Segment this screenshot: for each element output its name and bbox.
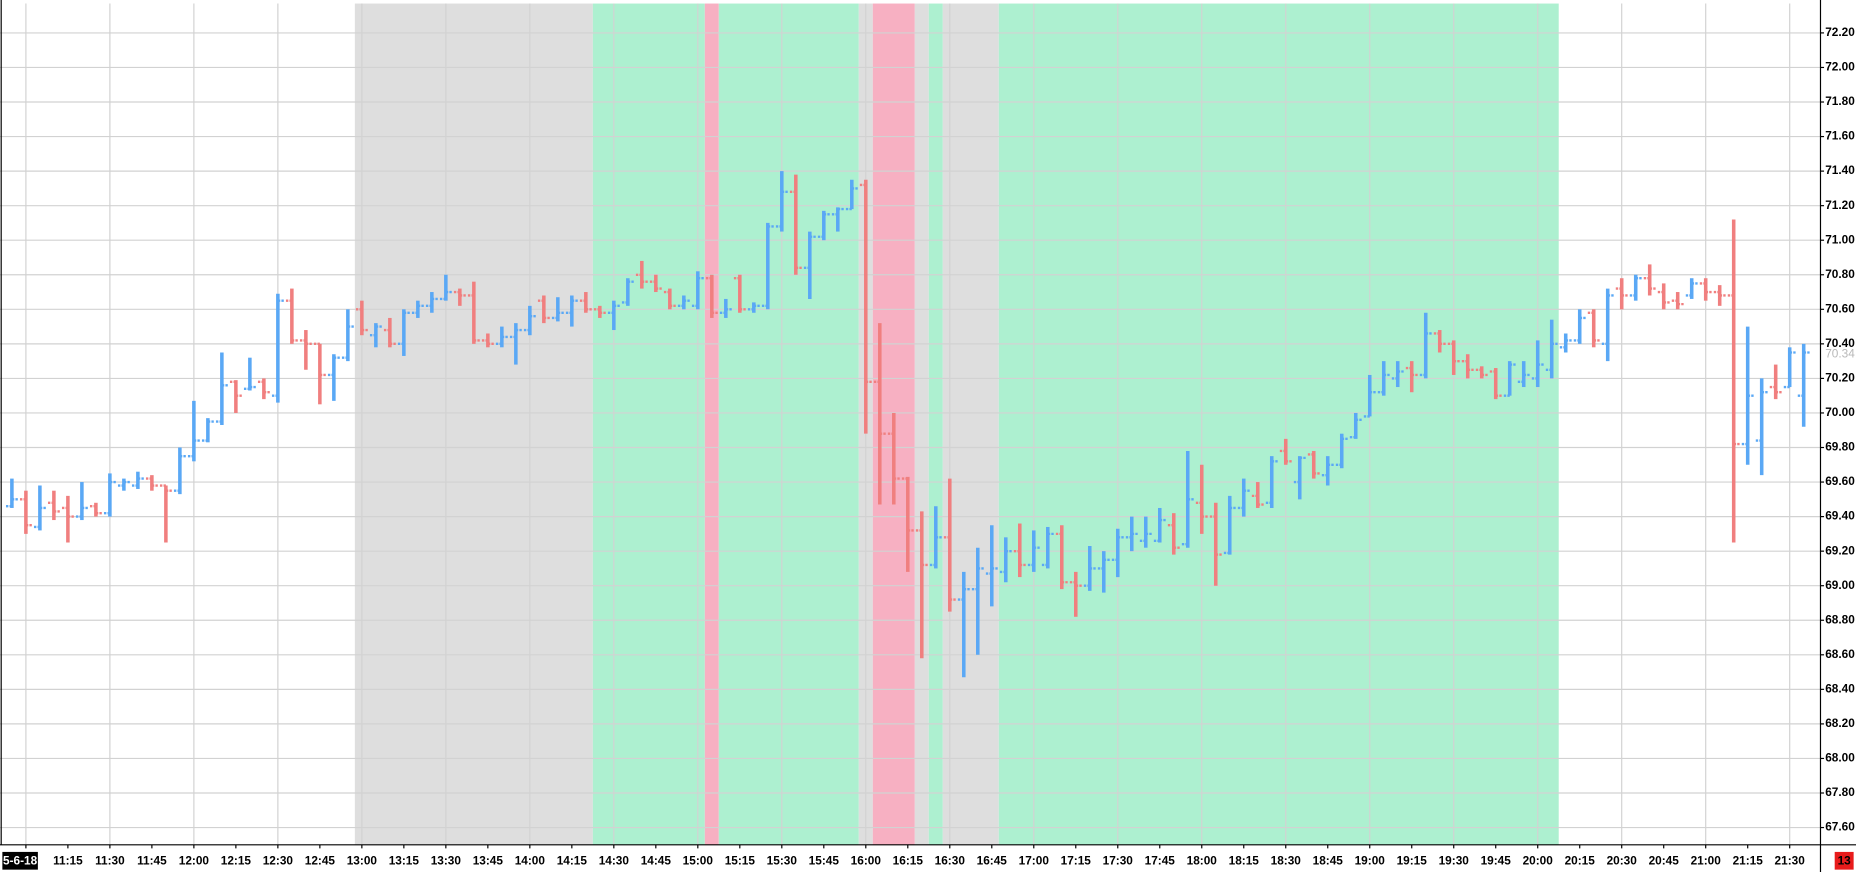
x-tick-label: 18:45 [1313, 853, 1344, 867]
x-tick-label: 21:00 [1691, 853, 1722, 867]
countdown-box [1834, 851, 1854, 870]
x-tick-label: 20:45 [1649, 853, 1680, 867]
x-tick-label: 17:45 [1145, 853, 1176, 867]
shaded-band [718, 3, 859, 845]
x-tick-label: 12:45 [305, 853, 336, 867]
y-tick-label: 72.00 [1825, 60, 1855, 74]
x-tick-label: 15:15 [725, 853, 756, 867]
y-tick-label: 70.00 [1825, 405, 1855, 419]
x-tick-label: 19:00 [1355, 853, 1386, 867]
shaded-band [704, 3, 719, 845]
y-tick-label: 70.20 [1825, 371, 1855, 385]
x-tick-label: 14:15 [557, 853, 588, 867]
x-tick-label: 19:15 [1397, 853, 1428, 867]
date-box [2, 851, 38, 870]
x-tick-label: 18:00 [1187, 853, 1218, 867]
x-tick-label: 16:30 [935, 853, 966, 867]
bars [5, 171, 1810, 678]
x-tick-label: 15:00 [683, 853, 714, 867]
shaded-band [914, 3, 929, 845]
y-tick-label: 71.60 [1825, 129, 1855, 143]
y-tick-label: 71.40 [1825, 163, 1855, 177]
x-tick-label: 21:15 [1733, 853, 1764, 867]
y-tick-label: 67.60 [1825, 820, 1855, 834]
y-tick-label: 71.00 [1825, 232, 1855, 246]
bar-countdown: 13 [1838, 853, 1852, 867]
x-tick-label: 12:00 [179, 853, 210, 867]
y-tick-label: 69.00 [1825, 578, 1855, 592]
x-tick-label: 14:30 [599, 853, 630, 867]
labels: 67.60 67.80 68.00 68.20 68.40 68.60 68.80 69.00… [2, 25, 1855, 870]
y-tick-label: 71.80 [1825, 94, 1855, 108]
x-tick-label: 12:30 [263, 853, 294, 867]
x-tick-label: 13:00 [347, 853, 378, 867]
shaded-band [354, 3, 593, 845]
y-tick-label: 68.20 [1825, 716, 1855, 730]
y-tick-label: 69.40 [1825, 509, 1855, 523]
x-tick-label: 19:30 [1439, 853, 1470, 867]
y-tick-label: 71.20 [1825, 198, 1855, 212]
x-tick-label: 18:15 [1229, 853, 1260, 867]
last-price-label: 70.34 [1825, 346, 1855, 360]
y-tick-label: 69.20 [1825, 543, 1855, 557]
y-tick-label: 68.80 [1825, 612, 1855, 626]
y-tick-label: 67.80 [1825, 785, 1855, 799]
y-tick-label: 69.80 [1825, 440, 1855, 454]
y-tick-label: 68.40 [1825, 681, 1855, 695]
shaded-band [928, 3, 943, 845]
x-tick-label: 14:45 [641, 853, 672, 867]
y-tick-label: 69.60 [1825, 474, 1855, 488]
x-tick-label: 13:15 [389, 853, 420, 867]
x-tick-label: 20:30 [1607, 853, 1638, 867]
x-tick-label: 12:15 [221, 853, 252, 867]
x-tick-label: 16:15 [893, 853, 924, 867]
x-tick-label: 13:45 [473, 853, 504, 867]
x-tick-label: 19:45 [1481, 853, 1512, 867]
x-tick-label: 11:45 [137, 853, 167, 867]
x-tick-label: 16:00 [851, 853, 882, 867]
shaded-band [592, 3, 705, 845]
x-tick-label: 17:15 [1061, 853, 1092, 867]
x-tick-label: 15:30 [767, 853, 798, 867]
y-tick-label: 70.60 [1825, 301, 1855, 315]
y-tick-label: 68.00 [1825, 751, 1855, 765]
grid [0, 3, 1821, 845]
y-tick-label: 70.80 [1825, 267, 1855, 281]
y-tick-label: 68.60 [1825, 647, 1855, 661]
x-tick-label: 11:30 [95, 853, 125, 867]
x-tick-label: 13:30 [431, 853, 462, 867]
x-tick-label: 18:30 [1271, 853, 1302, 867]
date-label: 5-6-18 [3, 853, 38, 867]
y-tick-label: 72.20 [1825, 25, 1855, 39]
shaded-band [942, 3, 999, 845]
y-tick-label: 70.40 [1825, 336, 1855, 350]
x-tick-label: 17:00 [1019, 853, 1050, 867]
x-tick-label: 14:00 [515, 853, 546, 867]
x-tick-label: 11:15 [53, 853, 83, 867]
bands [354, 3, 1559, 845]
x-tick-label: 16:45 [977, 853, 1008, 867]
shaded-band [998, 3, 1559, 845]
x-tick-label: 20:15 [1565, 853, 1596, 867]
x-tick-label: 21:30 [1775, 853, 1806, 867]
x-tick-label: 20:00 [1523, 853, 1554, 867]
x-tick-label: 15:45 [809, 853, 840, 867]
x-tick-label: 17:30 [1103, 853, 1134, 867]
